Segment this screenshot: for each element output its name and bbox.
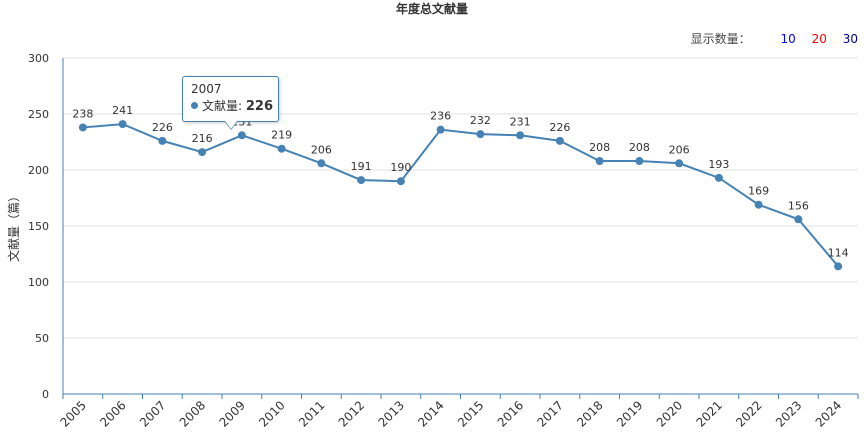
- data-label: 241: [112, 104, 133, 117]
- y-tick-label: 50: [35, 332, 49, 345]
- data-point: [555, 136, 564, 145]
- data-point: [476, 130, 485, 139]
- data-point: [78, 123, 87, 132]
- data-label: 193: [708, 158, 729, 171]
- x-tick-label: 2014: [415, 398, 446, 429]
- x-tick-label: 2018: [574, 398, 605, 429]
- x-tick-label: 2008: [177, 398, 208, 429]
- data-label: 216: [192, 132, 213, 145]
- y-tick-label: 200: [28, 164, 49, 177]
- data-label: 190: [390, 161, 411, 174]
- tooltip-colon: :: [238, 99, 246, 113]
- x-tick-label: 2010: [256, 398, 287, 429]
- series-line-path: [82, 123, 839, 267]
- tooltip-row: 文献量: 226: [191, 97, 274, 116]
- data-point: [357, 176, 366, 185]
- data-point: [118, 120, 127, 129]
- x-tick-label: 2006: [97, 398, 128, 429]
- x-tick-label: 2007: [137, 398, 168, 429]
- data-label: 226: [152, 121, 173, 134]
- axes: [62, 58, 859, 399]
- y-tick-label: 300: [28, 52, 49, 65]
- show-count-option-20[interactable]: 20: [811, 32, 827, 46]
- tooltip-series-name: 文献量: [202, 99, 239, 113]
- data-label: 236: [430, 110, 451, 123]
- y-tick-label: 100: [28, 276, 49, 289]
- data-label: 231: [510, 115, 531, 128]
- data-point: [396, 177, 405, 186]
- x-tick-label: 2013: [375, 398, 406, 429]
- data-label: 226: [549, 121, 570, 134]
- data-point: [714, 173, 723, 182]
- x-tick-label: 2021: [693, 398, 724, 429]
- y-tick-label: 150: [28, 220, 49, 233]
- data-label: 232: [470, 114, 491, 127]
- x-tick-label: 2020: [654, 398, 685, 429]
- x-tick-label: 2012: [336, 398, 367, 429]
- data-label: 238: [72, 107, 93, 120]
- data-labels: 2382412262162312192061911902362322312262…: [72, 104, 848, 259]
- x-tick-label: 2017: [534, 398, 565, 429]
- y-tick-label: 250: [28, 108, 49, 121]
- x-tick-label: 2024: [813, 398, 844, 429]
- data-point: [237, 131, 246, 140]
- show-count-option-10[interactable]: 10: [780, 32, 796, 46]
- data-point: [317, 159, 326, 168]
- data-label: 114: [828, 246, 849, 259]
- series-dot-icon: [191, 102, 198, 109]
- x-tick-label: 2009: [216, 398, 247, 429]
- tooltip-arrow-inner: [225, 121, 237, 129]
- data-point: [277, 144, 286, 153]
- show-count-control: 显示数量： 10 20 30: [691, 31, 858, 47]
- y-tick-labels: 0 50 100 150 200 250 300: [28, 52, 49, 401]
- x-tick-labels: 2005 2006 2007 2008 2009 2010 2011 2012 2013 2014…: [57, 398, 844, 429]
- series-line: [82, 123, 839, 267]
- x-tick-label: 2016: [495, 398, 526, 429]
- data-label: 208: [589, 141, 610, 154]
- data-point: [754, 200, 763, 209]
- data-point: [198, 148, 207, 157]
- x-tick-label: 2023: [773, 398, 804, 429]
- data-label: 208: [629, 141, 650, 154]
- tooltip-x-value: 2007: [191, 82, 222, 96]
- data-label: 169: [748, 185, 769, 198]
- data-point: [595, 157, 604, 166]
- x-tick-label: 2015: [455, 398, 486, 429]
- tooltip: 2007 文献量: 226: [182, 76, 279, 122]
- data-label: 219: [271, 129, 292, 142]
- data-point: [158, 136, 167, 145]
- tooltip-value: 226: [245, 99, 274, 114]
- data-point: [436, 125, 445, 134]
- y-axis-title: 文献量（篇）: [6, 190, 21, 262]
- x-tick-label: 2011: [296, 398, 327, 429]
- data-label: 156: [788, 199, 809, 212]
- data-label: 206: [669, 143, 690, 156]
- x-tick-label: 2019: [614, 398, 645, 429]
- data-label: 206: [311, 143, 332, 156]
- chart-title: 年度总文献量: [395, 2, 468, 16]
- data-point: [675, 159, 684, 168]
- data-points: [78, 120, 843, 271]
- show-count-label: 显示数量：: [690, 32, 751, 46]
- data-point: [516, 131, 525, 140]
- data-point: [834, 262, 843, 271]
- x-tick-label: 2022: [733, 398, 764, 429]
- data-point: [794, 215, 803, 224]
- y-tick-label: 0: [42, 388, 49, 401]
- data-label: 191: [351, 160, 372, 173]
- x-tick-label: 2005: [57, 398, 88, 429]
- show-count-option-30[interactable]: 30: [842, 32, 858, 46]
- data-point: [635, 157, 644, 166]
